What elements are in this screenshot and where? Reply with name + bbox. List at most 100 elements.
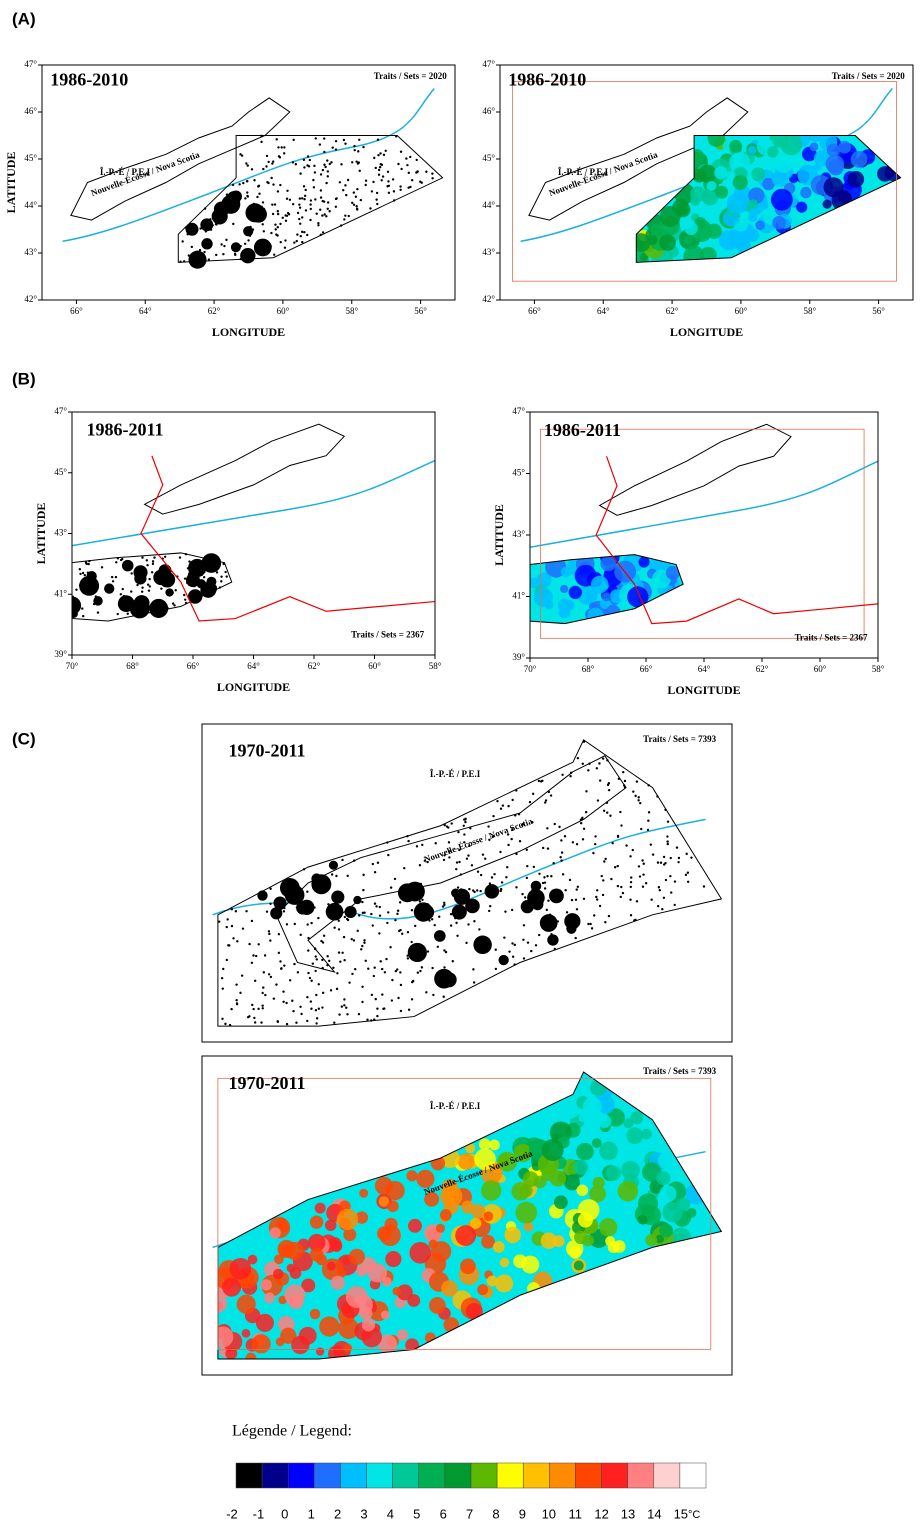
set-point [434, 924, 436, 926]
set-point [379, 906, 381, 908]
set-point [253, 1017, 255, 1019]
y-tick-label: 43° [512, 529, 525, 539]
set-point [478, 928, 480, 930]
set-point [220, 580, 222, 582]
set-point [188, 570, 200, 582]
set-point [636, 900, 638, 902]
temperature-cell [515, 1202, 537, 1224]
x-axis-label: LONGITUDE [217, 680, 290, 694]
set-point [663, 863, 665, 865]
set-point [313, 186, 315, 188]
set-point [634, 795, 636, 797]
temperature-cell [626, 1127, 643, 1144]
set-point [85, 561, 87, 563]
set-point [503, 936, 505, 938]
set-point [466, 857, 468, 859]
set-point [448, 856, 450, 858]
set-point [533, 866, 535, 868]
set-point [322, 231, 324, 233]
set-point [345, 1007, 347, 1009]
period: 1970-2011 [229, 741, 306, 761]
set-point [288, 213, 290, 215]
set-point [79, 584, 81, 586]
x-tick-label: 56° [872, 306, 885, 316]
set-point [397, 163, 399, 165]
set-point [374, 967, 376, 969]
set-point [321, 214, 323, 216]
temperature-cell [310, 1215, 323, 1228]
set-point [431, 918, 433, 920]
set-point [386, 185, 388, 187]
set-point [112, 580, 114, 582]
set-point [687, 881, 689, 883]
set-point [360, 199, 362, 201]
temperature-cell [521, 1256, 539, 1274]
legend-tick: 14 [647, 1506, 661, 1521]
set-point [292, 139, 294, 141]
set-point [431, 172, 433, 174]
set-point [377, 154, 379, 156]
set-point [306, 891, 308, 893]
set-point [164, 556, 166, 558]
set-point [618, 778, 620, 780]
set-point [351, 161, 353, 163]
temperature-cell [748, 213, 757, 222]
set-point [399, 971, 401, 973]
x-tick-label: 62° [208, 306, 221, 316]
set-point [479, 890, 481, 892]
color-swatch [367, 1463, 393, 1488]
set-point [676, 846, 678, 848]
set-point [566, 924, 576, 934]
y-tick-label: 47° [54, 406, 67, 416]
set-point [266, 910, 268, 912]
set-point [496, 800, 498, 802]
set-point [283, 910, 285, 912]
set-point [320, 189, 322, 191]
set-point [292, 1010, 294, 1012]
set-point [275, 228, 277, 230]
set-point [86, 575, 88, 577]
set-point [385, 150, 387, 152]
temperature-cell [569, 1246, 582, 1259]
legend-unit: °C [688, 1509, 700, 1521]
set-point [546, 827, 548, 829]
set-point [391, 979, 393, 981]
temperature-cell [337, 1209, 358, 1230]
set-point [407, 957, 409, 959]
y-tick-label: 47° [512, 406, 525, 416]
temperature-cell [645, 1234, 657, 1246]
temperature-cell [729, 140, 742, 153]
set-point [619, 811, 621, 813]
set-point [596, 767, 598, 769]
set-point [285, 220, 287, 222]
set-point [343, 1004, 345, 1006]
set-point [405, 157, 407, 159]
legend-tick: 15 [674, 1506, 688, 1521]
temperature-cell [489, 1140, 500, 1151]
set-point [666, 835, 668, 837]
set-point [575, 899, 577, 901]
temperature-cell [481, 1180, 501, 1200]
set-point [282, 990, 284, 992]
set-point [344, 214, 346, 216]
set-point [224, 571, 226, 573]
set-point [663, 856, 665, 858]
temperature-cell [656, 1171, 670, 1185]
set-point [277, 146, 279, 148]
set-point [305, 209, 307, 211]
set-point [306, 234, 308, 236]
set-point [363, 942, 365, 944]
figure: (A)1986-2010Traits / Sets = 2020Î.-P.-É … [0, 0, 923, 1521]
set-point [454, 917, 456, 919]
set-point [608, 782, 610, 784]
set-point [356, 208, 358, 210]
set-point [484, 858, 486, 860]
set-point [506, 866, 508, 868]
set-point [117, 557, 119, 559]
temperature-cell [659, 234, 676, 251]
set-point [306, 923, 308, 925]
legend-tick: 12 [594, 1506, 608, 1521]
set-point [314, 198, 316, 200]
x-tick-label: 64° [139, 306, 152, 316]
set-point [344, 143, 346, 145]
